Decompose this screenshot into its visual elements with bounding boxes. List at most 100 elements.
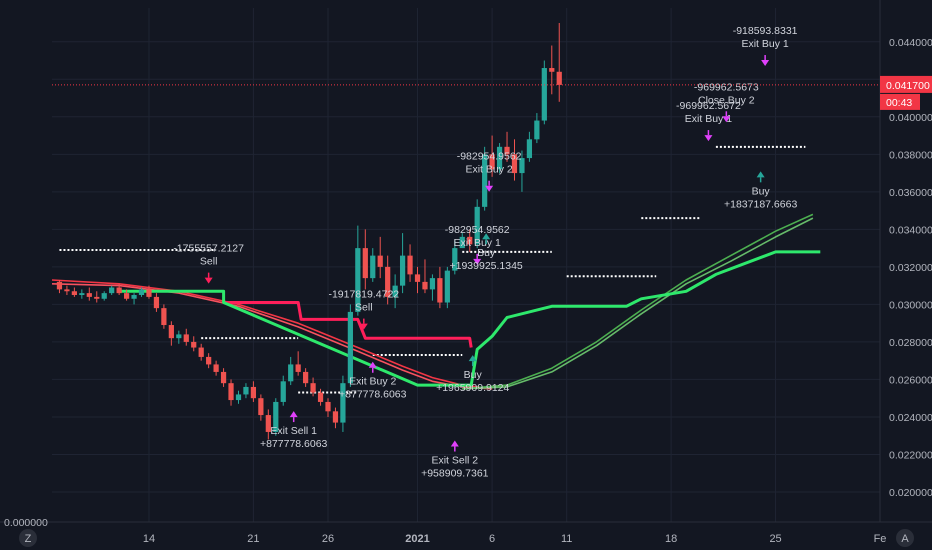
annotation-label: +1837187.6663	[724, 198, 797, 210]
candle-body	[243, 386, 249, 395]
annotation-label: Sell	[200, 256, 218, 268]
candle-body	[422, 281, 428, 290]
x-tick-label: 18	[665, 533, 677, 545]
y-tick-label: 0.044000	[889, 37, 932, 49]
candle-body	[265, 415, 271, 432]
annotation-label: Exit Sell 2	[431, 455, 478, 467]
last-price-label: 0.041700	[886, 80, 930, 92]
candle-body	[534, 120, 540, 140]
annotation-label: +958909.7361	[421, 468, 489, 480]
candle-body	[235, 394, 242, 401]
candle-body	[146, 289, 152, 297]
series-line-sell_stop	[223, 301, 473, 348]
candle-body	[101, 293, 107, 299]
x-tick-label: 6	[489, 533, 495, 545]
candle-body	[459, 236, 465, 249]
candle-body	[399, 255, 406, 286]
candle-body	[168, 325, 174, 339]
annotation-label: +1939925.1345	[449, 260, 522, 272]
x-tick-label: 14	[143, 533, 155, 545]
annotation-label: Buy	[464, 369, 483, 381]
candle-body	[273, 401, 279, 432]
candle-body	[414, 274, 421, 282]
y-tick-label: 0.038000	[889, 149, 932, 161]
candle-body	[176, 334, 182, 339]
candle-body	[138, 289, 145, 296]
arrow-up-icon	[482, 233, 491, 240]
candle-body	[183, 334, 189, 342]
annotation-label: Exit Sell 1	[270, 425, 317, 437]
annotation-label: Buy	[477, 247, 496, 259]
trade-annotation: Exit Buy 2+877778.6063	[339, 361, 407, 401]
arrow-up-icon	[450, 440, 459, 447]
trade-annotation: Buy+1939925.1345	[449, 233, 523, 272]
zoom-button-label: Z	[25, 533, 32, 545]
arrow-down-icon	[485, 185, 494, 192]
annotation-label: +877778.6063	[260, 438, 328, 450]
arrow-down-icon	[704, 135, 713, 142]
x-tick-label: 26	[322, 533, 334, 545]
candle-body	[474, 206, 480, 245]
candle-body	[303, 371, 309, 384]
x-tick-label: 25	[769, 533, 781, 545]
candle-body	[109, 287, 115, 294]
candle-body	[467, 236, 473, 245]
candle-body	[504, 146, 510, 155]
x-tick-label: 21	[247, 533, 259, 545]
zoom-button[interactable]: Z	[19, 529, 37, 547]
candle-body	[392, 285, 398, 297]
annotation-label: Sell	[355, 302, 373, 314]
candle-body	[541, 68, 547, 121]
annotation-label: +877778.6063	[339, 389, 407, 401]
annotation-label: -969962.5673	[694, 81, 759, 93]
candle-body	[198, 347, 204, 357]
auto-scale-button[interactable]: A	[896, 529, 914, 547]
annotation-label: -918593.8331	[733, 25, 798, 37]
candle-body	[94, 296, 100, 299]
candle-body	[407, 255, 413, 275]
candle-body	[213, 364, 219, 372]
candle-body	[429, 278, 436, 290]
series-line-trend_up_1	[462, 213, 814, 390]
y-tick-label: 0.032000	[889, 262, 932, 274]
left-axis-zero-label: 0.000000	[4, 517, 48, 529]
candle-body	[437, 278, 443, 303]
arrow-up-icon	[756, 171, 765, 178]
candle-body	[370, 255, 376, 279]
annotation-label: Exit Buy 2	[465, 164, 512, 176]
candle-body	[310, 383, 316, 393]
series-line-trend_up_2	[462, 217, 814, 390]
auto-scale-button-label: A	[901, 533, 909, 545]
candle-body	[317, 392, 324, 402]
arrow-up-icon	[368, 361, 377, 368]
candle-body	[452, 248, 458, 271]
candle-body	[347, 311, 353, 384]
candle-body	[79, 293, 85, 296]
annotation-label: Exit Buy 1	[454, 237, 501, 249]
annotation-label: Buy	[752, 185, 771, 197]
arrow-down-icon	[473, 258, 482, 265]
y-tick-label: 0.030000	[889, 299, 932, 311]
annotation-label: -1755557.2127	[173, 243, 244, 255]
arrow-down-icon	[722, 116, 731, 123]
arrow-up-icon	[468, 355, 477, 362]
candle-body	[355, 248, 361, 312]
arrow-up-icon	[289, 411, 298, 418]
y-tick-label: 0.028000	[889, 337, 932, 349]
y-tick-label: 0.040000	[889, 112, 932, 124]
candle-body	[280, 381, 286, 402]
candle-body	[258, 398, 264, 416]
arrow-down-icon	[359, 323, 368, 330]
y-tick-label: 0.034000	[889, 224, 932, 236]
annotation-label: -982954.9562	[445, 224, 510, 236]
trade-annotation: Exit Sell 2+958909.7361	[421, 440, 489, 480]
y-tick-label: 0.024000	[889, 412, 932, 424]
candle-body	[56, 281, 63, 290]
candle-body	[332, 411, 339, 423]
arrow-down-icon	[204, 277, 213, 284]
